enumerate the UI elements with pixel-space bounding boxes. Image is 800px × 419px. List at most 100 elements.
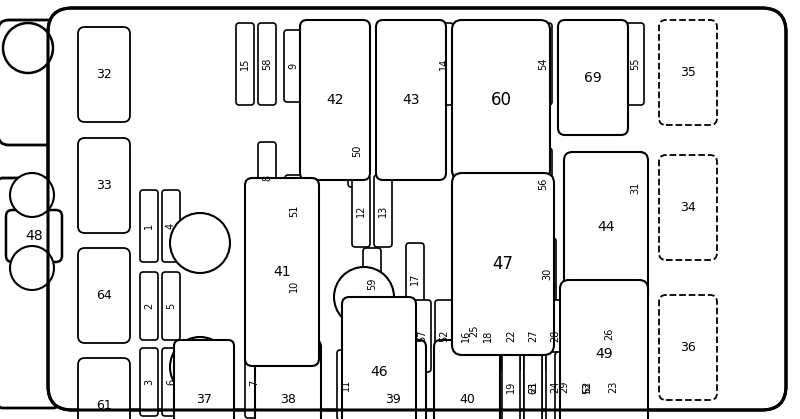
FancyBboxPatch shape xyxy=(659,295,717,400)
Text: 37: 37 xyxy=(196,393,212,406)
Text: 7: 7 xyxy=(249,380,259,386)
Text: 30: 30 xyxy=(542,268,552,280)
FancyBboxPatch shape xyxy=(140,272,158,340)
FancyBboxPatch shape xyxy=(546,352,564,419)
Text: 53: 53 xyxy=(582,382,592,394)
Text: 60: 60 xyxy=(490,91,511,109)
Text: 40: 40 xyxy=(459,393,475,406)
Text: 8: 8 xyxy=(262,175,272,181)
Circle shape xyxy=(3,23,53,73)
FancyBboxPatch shape xyxy=(435,23,453,105)
Text: 54: 54 xyxy=(538,58,548,70)
Text: 61: 61 xyxy=(96,399,112,412)
FancyBboxPatch shape xyxy=(352,175,370,247)
FancyBboxPatch shape xyxy=(564,152,648,302)
FancyBboxPatch shape xyxy=(78,138,130,233)
Text: 27: 27 xyxy=(528,330,538,342)
Text: 29: 29 xyxy=(559,381,569,393)
FancyBboxPatch shape xyxy=(78,27,130,122)
Text: 50: 50 xyxy=(352,145,362,157)
Text: 17: 17 xyxy=(410,273,420,285)
Text: 12: 12 xyxy=(356,205,366,217)
Text: 19: 19 xyxy=(506,381,516,393)
FancyBboxPatch shape xyxy=(435,300,453,372)
Text: 51: 51 xyxy=(289,205,299,217)
Text: 43: 43 xyxy=(402,93,420,107)
FancyBboxPatch shape xyxy=(300,20,370,180)
FancyBboxPatch shape xyxy=(78,248,130,343)
Text: 33: 33 xyxy=(96,179,112,192)
Text: 15: 15 xyxy=(240,58,250,70)
Text: 44: 44 xyxy=(598,220,614,234)
Text: 16: 16 xyxy=(461,330,471,342)
FancyBboxPatch shape xyxy=(524,300,542,372)
Text: 31: 31 xyxy=(630,182,640,194)
Text: 39: 39 xyxy=(385,393,401,406)
FancyBboxPatch shape xyxy=(376,20,446,180)
Text: 25: 25 xyxy=(469,325,479,337)
FancyBboxPatch shape xyxy=(363,248,381,320)
Text: 1: 1 xyxy=(144,223,154,229)
Text: 2: 2 xyxy=(144,303,154,309)
FancyBboxPatch shape xyxy=(162,272,180,340)
FancyBboxPatch shape xyxy=(284,30,302,102)
Text: 9: 9 xyxy=(288,63,298,69)
Text: 3: 3 xyxy=(144,379,154,385)
FancyBboxPatch shape xyxy=(236,23,254,105)
Circle shape xyxy=(10,173,54,217)
Text: 10: 10 xyxy=(289,280,299,292)
Text: 28: 28 xyxy=(550,330,560,342)
Text: 14: 14 xyxy=(439,58,449,70)
FancyBboxPatch shape xyxy=(626,152,644,224)
FancyBboxPatch shape xyxy=(604,352,622,419)
Text: 55: 55 xyxy=(630,58,640,70)
FancyBboxPatch shape xyxy=(162,190,180,262)
FancyBboxPatch shape xyxy=(558,20,628,135)
Text: 18: 18 xyxy=(483,330,493,342)
Text: 26: 26 xyxy=(604,328,614,340)
FancyBboxPatch shape xyxy=(337,350,355,419)
FancyBboxPatch shape xyxy=(48,8,786,410)
Text: 52: 52 xyxy=(439,330,449,342)
FancyBboxPatch shape xyxy=(285,175,303,247)
FancyBboxPatch shape xyxy=(245,348,263,418)
Text: 57: 57 xyxy=(417,330,427,342)
Text: 42: 42 xyxy=(326,93,344,107)
Text: 63: 63 xyxy=(528,382,538,394)
FancyBboxPatch shape xyxy=(659,20,717,125)
FancyBboxPatch shape xyxy=(560,280,648,419)
Text: 32: 32 xyxy=(96,68,112,81)
FancyBboxPatch shape xyxy=(0,178,58,408)
FancyBboxPatch shape xyxy=(555,352,573,419)
FancyBboxPatch shape xyxy=(502,300,520,372)
FancyBboxPatch shape xyxy=(524,352,542,419)
Text: 62: 62 xyxy=(582,381,592,393)
FancyBboxPatch shape xyxy=(465,295,483,367)
FancyBboxPatch shape xyxy=(348,115,366,187)
FancyBboxPatch shape xyxy=(140,190,158,262)
Text: 47: 47 xyxy=(493,255,514,273)
Text: 34: 34 xyxy=(680,201,696,214)
Text: 64: 64 xyxy=(96,289,112,302)
Text: 11: 11 xyxy=(341,379,351,391)
FancyBboxPatch shape xyxy=(600,298,618,370)
FancyBboxPatch shape xyxy=(413,300,431,372)
Text: 41: 41 xyxy=(273,265,291,279)
FancyBboxPatch shape xyxy=(626,23,644,105)
FancyBboxPatch shape xyxy=(174,340,234,419)
FancyBboxPatch shape xyxy=(406,243,424,315)
Circle shape xyxy=(334,267,394,327)
FancyBboxPatch shape xyxy=(479,300,497,372)
Text: 36: 36 xyxy=(680,341,696,354)
FancyBboxPatch shape xyxy=(255,340,321,419)
FancyBboxPatch shape xyxy=(534,148,552,220)
FancyBboxPatch shape xyxy=(524,352,542,419)
Text: 23: 23 xyxy=(608,381,618,393)
FancyBboxPatch shape xyxy=(502,352,520,419)
FancyBboxPatch shape xyxy=(6,210,62,262)
Text: 24: 24 xyxy=(550,381,560,393)
Text: 13: 13 xyxy=(378,205,388,217)
Text: 5: 5 xyxy=(166,303,176,309)
Text: 49: 49 xyxy=(595,347,613,361)
FancyBboxPatch shape xyxy=(285,250,303,322)
